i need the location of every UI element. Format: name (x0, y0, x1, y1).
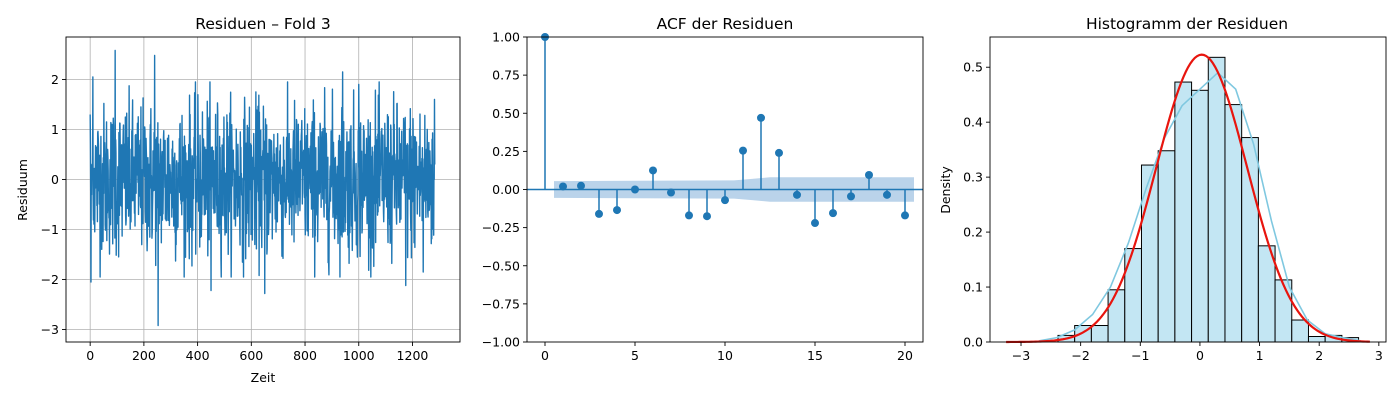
y-tick-label: 0 (51, 172, 59, 187)
acf-marker (865, 171, 873, 180)
y-tick-label: 0.5 (963, 60, 983, 75)
histogram-bar (1107, 289, 1126, 343)
y-tick-label: −0.50 (482, 258, 520, 273)
acf-marker (883, 190, 891, 199)
residuals-y-label: Residuum (15, 159, 30, 221)
histogram-bar (1291, 319, 1309, 343)
x-tick-label: −1 (1131, 348, 1149, 363)
x-tick-label: 0 (1196, 348, 1204, 363)
y-tick-label: 0.3 (963, 170, 983, 185)
acf-marker (811, 219, 819, 228)
x-tick-label: −2 (1071, 348, 1089, 363)
y-tick-label: −0.75 (482, 296, 520, 311)
residuals-y-ticks: −3 −2 −1 0 1 2 (41, 72, 66, 337)
acf-marker (901, 211, 909, 220)
y-tick-label: −1 (41, 222, 59, 237)
x-tick-label: 800 (293, 348, 317, 363)
acf-marker (793, 190, 801, 199)
x-tick-label: 1200 (397, 348, 429, 363)
acf-marker (577, 181, 585, 190)
y-tick-label: 0.50 (492, 106, 520, 121)
x-tick-label: 0 (86, 348, 94, 363)
acf-marker (613, 206, 621, 215)
y-tick-label: 0.4 (963, 115, 983, 130)
residuals-axes-frame (65, 36, 461, 343)
acf-marker (667, 188, 675, 197)
acf-panel: ACF der Residuen 0 5 10 15 20 −1.00 −0.75 −0.5… (482, 15, 924, 363)
histogram-title: Histogramm der Residuen (1086, 15, 1288, 33)
acf-marker (685, 211, 693, 220)
y-tick-label: 0.00 (492, 182, 520, 197)
histogram-bar (1174, 81, 1193, 343)
y-tick-label: 0.25 (492, 144, 520, 159)
histogram-panel: Histogramm der Residuen −3 −2 −1 0 1 2 3 0.00.… (938, 15, 1387, 363)
x-tick-label: 400 (186, 348, 210, 363)
x-tick-label: −3 (1012, 348, 1030, 363)
y-tick-label: 0.75 (492, 68, 520, 83)
y-tick-label: 0.1 (963, 280, 983, 295)
residuals-title: Residuen – Fold 3 (195, 15, 330, 33)
residuals-panel: Residuen – Fold 3 0 200 400 600 800 1000 1200 … (15, 15, 461, 385)
y-tick-label: −3 (41, 322, 59, 337)
acf-marker (559, 182, 567, 191)
acf-marker (703, 212, 711, 221)
residuals-plot-area (89, 49, 436, 327)
histogram-plot-area (1006, 53, 1370, 344)
residuals-x-ticks: 0 200 400 600 800 1000 1200 (86, 342, 428, 363)
x-tick-label: 15 (807, 348, 823, 363)
y-tick-label: 1 (51, 122, 59, 137)
x-tick-label: 20 (897, 348, 913, 363)
x-tick-label: 1000 (343, 348, 375, 363)
y-tick-label: 0.2 (963, 225, 983, 240)
histogram-bar (1274, 279, 1293, 343)
y-tick-label: 0.0 (963, 335, 983, 350)
histogram-bar (1191, 89, 1209, 343)
acf-x-ticks: 0 5 10 15 20 (541, 342, 913, 363)
normal-fit-curve (1006, 53, 1370, 344)
y-tick-label: 1.00 (492, 30, 520, 45)
acf-plot-area (527, 33, 923, 228)
y-tick-label: −1.00 (482, 335, 520, 350)
y-tick-label: 2 (51, 72, 59, 87)
x-tick-label: 1 (1256, 348, 1264, 363)
histogram-y-label: Density (938, 166, 953, 214)
histogram-bar (1124, 248, 1142, 343)
acf-marker (649, 166, 657, 175)
acf-marker (829, 209, 837, 218)
histogram-x-ticks: −3 −2 −1 0 1 2 3 (1012, 342, 1383, 363)
acf-marker (739, 146, 747, 155)
y-tick-label: −2 (41, 272, 59, 287)
histogram-bar (1241, 137, 1259, 343)
histogram-bar (1090, 325, 1109, 343)
residuals-x-label: Zeit (251, 370, 276, 385)
acf-marker (631, 185, 639, 194)
histogram-bar (1257, 245, 1276, 343)
histogram-axes-frame (989, 36, 1387, 343)
x-tick-label: 0 (541, 348, 549, 363)
kde-curve (1038, 71, 1362, 342)
residual-series-line (89, 49, 436, 327)
histogram-bar (1157, 150, 1176, 343)
acf-y-ticks: −1.00 −0.75 −0.50 −0.25 0.00 0.25 0.50 0.75 1.00 (482, 30, 527, 350)
acf-marker (775, 148, 783, 157)
y-tick-label: −0.25 (482, 220, 520, 235)
acf-marker (721, 196, 729, 205)
histogram-bar (1307, 336, 1326, 343)
x-tick-label: 200 (132, 348, 156, 363)
histogram-y-ticks: 0.0 0.1 0.2 0.3 0.4 0.5 (963, 60, 990, 350)
acf-title: ACF der Residuen (657, 15, 794, 33)
x-tick-label: 3 (1375, 348, 1383, 363)
histogram-bar (1207, 56, 1226, 343)
acf-axes-frame (526, 36, 924, 343)
acf-marker (595, 209, 603, 218)
x-tick-label: 5 (631, 348, 639, 363)
x-tick-label: 600 (239, 348, 263, 363)
x-tick-label: 10 (717, 348, 733, 363)
acf-marker (757, 113, 765, 122)
x-tick-label: 2 (1315, 348, 1323, 363)
acf-marker (847, 192, 855, 201)
